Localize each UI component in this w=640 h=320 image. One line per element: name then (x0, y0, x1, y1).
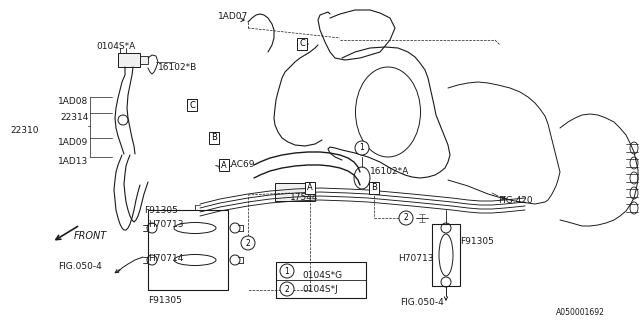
Bar (276, 262, 366, 298)
Circle shape (355, 141, 369, 155)
Text: 2: 2 (285, 284, 289, 293)
Text: B: B (371, 183, 377, 193)
Text: H70713: H70713 (148, 220, 184, 229)
Text: 1AD09: 1AD09 (58, 138, 88, 147)
Text: 2: 2 (404, 213, 408, 222)
Bar (140, 56, 148, 64)
Text: 1AD07: 1AD07 (218, 12, 248, 21)
Bar (148, 210, 228, 290)
Bar (275, 183, 315, 201)
Text: H70713: H70713 (398, 254, 433, 263)
Bar (118, 53, 140, 67)
Text: H70714: H70714 (148, 254, 184, 263)
Text: C: C (299, 39, 305, 49)
Text: 22310: 22310 (10, 126, 38, 135)
Text: 1: 1 (360, 143, 364, 153)
Text: FIG.050-4: FIG.050-4 (400, 298, 444, 307)
Text: B: B (211, 133, 217, 142)
Text: 22314: 22314 (60, 113, 88, 122)
Ellipse shape (174, 254, 216, 266)
Text: 16102*A: 16102*A (370, 167, 409, 176)
Text: FRONT: FRONT (74, 231, 108, 241)
Text: 1: 1 (285, 267, 289, 276)
Text: 0104S*G: 0104S*G (302, 271, 342, 280)
Text: 0104S*J: 0104S*J (302, 285, 338, 294)
Text: FIG.420: FIG.420 (498, 196, 532, 205)
Circle shape (280, 264, 294, 278)
Bar (432, 224, 460, 286)
Circle shape (280, 282, 294, 296)
Text: F91305: F91305 (144, 206, 178, 215)
Ellipse shape (174, 222, 216, 234)
Text: 0104S*A: 0104S*A (96, 42, 135, 51)
Text: 1AD13: 1AD13 (58, 157, 88, 166)
Text: 1AD08: 1AD08 (58, 97, 88, 106)
Text: FIG.050-4: FIG.050-4 (58, 262, 102, 271)
Text: 16102*B: 16102*B (158, 63, 197, 72)
Text: F91305: F91305 (460, 237, 494, 246)
Text: A: A (307, 183, 313, 193)
Text: A: A (221, 161, 227, 170)
Text: 2: 2 (246, 238, 250, 247)
Text: C: C (189, 100, 195, 109)
Text: F91305: F91305 (148, 296, 182, 305)
Text: 17544: 17544 (290, 193, 319, 202)
Circle shape (241, 236, 255, 250)
Circle shape (399, 211, 413, 225)
Ellipse shape (439, 234, 453, 276)
Text: 1AC69: 1AC69 (226, 160, 255, 169)
Text: A050001692: A050001692 (556, 308, 605, 317)
